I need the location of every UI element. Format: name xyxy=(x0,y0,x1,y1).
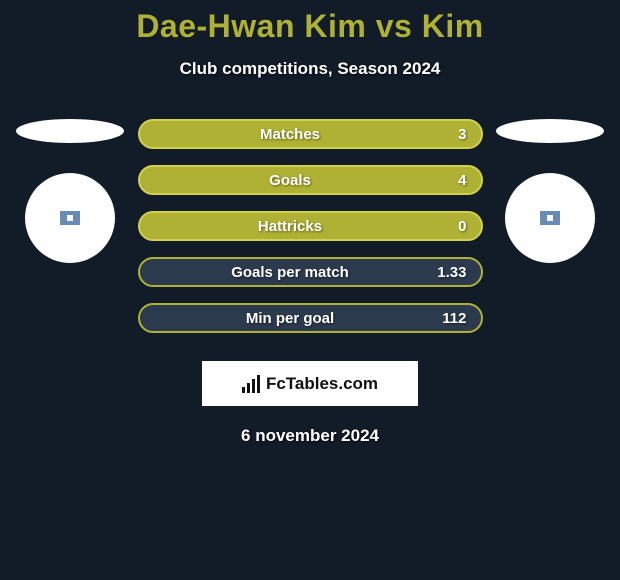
stat-label: Min per goal xyxy=(154,310,427,327)
player-badge-left xyxy=(25,173,115,263)
comparison-row: Matches3Goals4Hattricks0Goals per match1… xyxy=(0,119,620,333)
stat-label: Matches xyxy=(154,126,427,143)
left-player-col xyxy=(13,119,128,263)
stat-value: 112 xyxy=(427,310,467,327)
content-root: Dae-Hwan Kim vs Kim Club competitions, S… xyxy=(0,0,620,446)
player-name-pill-left xyxy=(16,119,124,143)
stat-value: 0 xyxy=(427,218,467,235)
footer-date: 6 november 2024 xyxy=(0,426,620,446)
logo-text: FcTables.com xyxy=(266,374,378,394)
stat-bar: Goals4 xyxy=(138,165,483,195)
stat-label: Goals per match xyxy=(154,264,427,281)
player-name-pill-right xyxy=(496,119,604,143)
subtitle: Club competitions, Season 2024 xyxy=(0,59,620,79)
player-badge-right xyxy=(505,173,595,263)
page-title: Dae-Hwan Kim vs Kim xyxy=(0,8,620,45)
fctables-logo[interactable]: FcTables.com xyxy=(202,361,418,406)
stat-bar: Min per goal112 xyxy=(138,303,483,333)
stat-value: 4 xyxy=(427,172,467,189)
stat-value: 1.33 xyxy=(427,264,467,281)
flag-icon xyxy=(60,211,80,225)
flag-icon xyxy=(540,211,560,225)
stat-value: 3 xyxy=(427,126,467,143)
stat-bar: Goals per match1.33 xyxy=(138,257,483,287)
stat-label: Goals xyxy=(154,172,427,189)
right-player-col xyxy=(493,119,608,263)
stat-bar: Hattricks0 xyxy=(138,211,483,241)
stat-bar: Matches3 xyxy=(138,119,483,149)
chart-icon xyxy=(242,375,260,393)
stats-bars: Matches3Goals4Hattricks0Goals per match1… xyxy=(138,119,483,333)
stat-label: Hattricks xyxy=(154,218,427,235)
